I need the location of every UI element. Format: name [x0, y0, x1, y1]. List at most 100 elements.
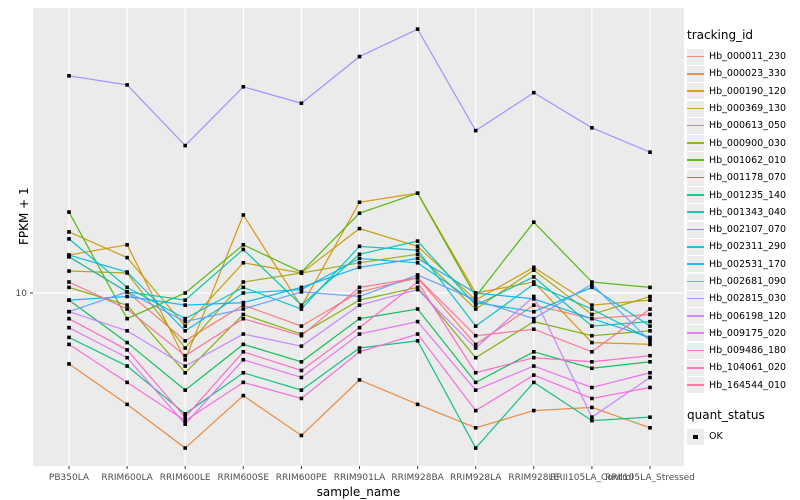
data-point [648, 335, 652, 340]
data-point [125, 83, 129, 87]
data-point [183, 303, 187, 307]
x-tick-label: RRIM928BA [391, 473, 444, 483]
data-point [241, 243, 246, 247]
data-point [299, 287, 304, 292]
legend-key-line-icon [687, 349, 704, 352]
data-point [241, 342, 246, 347]
data-point [299, 388, 304, 392]
data-point [357, 290, 362, 294]
data-point [183, 446, 187, 450]
legend-key [687, 83, 704, 100]
data-point [415, 252, 420, 257]
x-tick-label: RRIM600SE [218, 473, 270, 483]
legend-entry: Hb_000613_050 [687, 117, 799, 134]
data-point [648, 307, 652, 311]
data-point [67, 325, 71, 330]
legend-entry: Hb_000023_330 [687, 65, 799, 82]
data-point [648, 312, 652, 317]
legend-key [687, 135, 704, 152]
data-point [241, 291, 246, 295]
data-point [357, 285, 362, 290]
legend-entry: Hb_009175_020 [687, 325, 799, 342]
legend-entry: Hb_002107_070 [687, 221, 799, 238]
data-point [299, 396, 304, 401]
data-point [299, 303, 304, 307]
legend-entry: Hb_000190_120 [687, 83, 799, 100]
data-point [241, 303, 246, 307]
legend-key [687, 204, 704, 221]
data-point [125, 402, 129, 407]
legend-entry-label: Hb_001235_140 [709, 189, 787, 201]
data-point [532, 90, 536, 95]
data-point [415, 332, 420, 336]
data-point [532, 309, 536, 314]
data-point [241, 393, 246, 398]
data-point [183, 324, 187, 328]
legend-entry: Hb_002531_170 [687, 256, 799, 273]
data-point [67, 335, 71, 340]
legend-entry-label: Hb_001343_040 [709, 206, 787, 218]
legend-entry: Hb_001062_010 [687, 152, 799, 169]
legend-key [687, 325, 704, 342]
data-point [473, 303, 478, 307]
legend-key-line-icon [687, 90, 704, 92]
legend-key [687, 273, 704, 290]
data-point [299, 433, 304, 438]
data-point [648, 150, 652, 154]
data-point [357, 378, 362, 382]
data-point [125, 316, 129, 321]
data-point [648, 339, 652, 343]
data-point [648, 329, 652, 333]
data-point [67, 74, 71, 78]
data-point [183, 364, 187, 368]
x-tick-label: RRIM600PE [276, 473, 328, 483]
data-point [125, 255, 129, 260]
legend-key [687, 359, 704, 376]
data-point [473, 342, 478, 347]
quant-ok-key [687, 428, 704, 445]
data-point [648, 294, 652, 299]
legend-key-line-icon [687, 55, 704, 58]
data-point [648, 360, 652, 364]
legend-entry-label: Hb_002311_290 [709, 241, 787, 253]
data-point [357, 332, 362, 336]
data-point [183, 353, 187, 358]
legend-key-line-icon [687, 72, 704, 75]
panel-background [33, 8, 684, 466]
data-point [357, 303, 362, 307]
data-point [357, 298, 362, 302]
data-point [67, 285, 71, 290]
data-point [357, 261, 362, 265]
data-point [357, 256, 362, 261]
data-point [357, 265, 362, 270]
data-point [357, 316, 362, 321]
x-tick-label: RRIM928LE [508, 473, 559, 483]
quant-status-legend: quant_status OK [687, 408, 799, 445]
data-point [183, 388, 187, 392]
data-point [590, 285, 594, 290]
data-point [473, 380, 478, 385]
data-point [183, 319, 187, 324]
data-point [183, 346, 187, 350]
legend-key-line-icon [687, 159, 704, 162]
data-point [183, 339, 187, 343]
data-point [648, 342, 652, 347]
x-tick-label: RRIM600LA [101, 473, 153, 483]
data-point [125, 290, 129, 294]
data-point [67, 316, 71, 321]
data-point [473, 324, 478, 328]
data-point [357, 325, 362, 330]
data-point [415, 244, 420, 249]
legend-entry-label: Hb_002531_170 [709, 258, 787, 270]
tracking-id-legend-list: Hb_000011_230 Hb_000023_330 Hb_000190_120 H… [687, 48, 799, 394]
legend-key [687, 117, 704, 134]
data-point [299, 375, 304, 380]
data-point [183, 357, 187, 362]
data-point [299, 290, 304, 294]
data-point [415, 261, 420, 265]
data-point [357, 211, 362, 216]
black-square-point-icon [693, 434, 698, 440]
legend-entry: Hb_002311_290 [687, 238, 799, 255]
data-point [67, 230, 71, 234]
